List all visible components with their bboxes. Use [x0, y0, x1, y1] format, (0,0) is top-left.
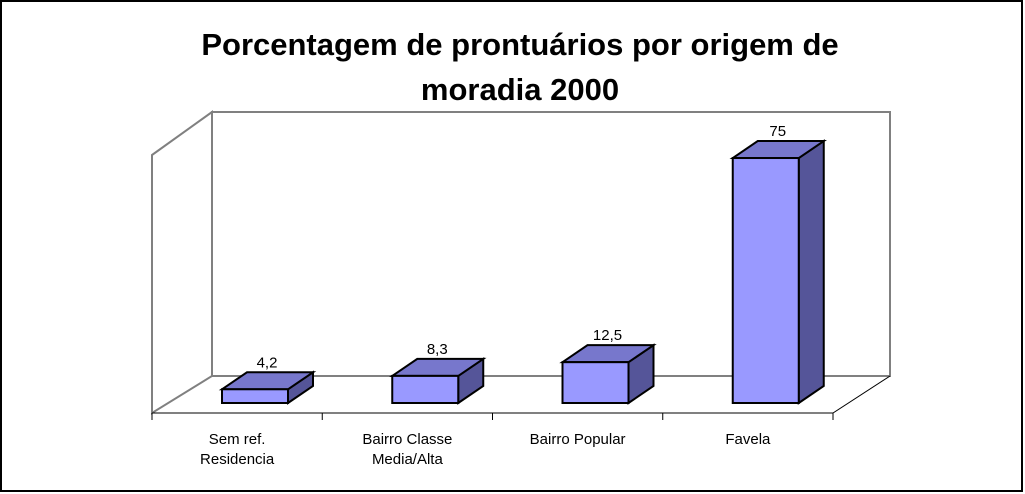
x-tick-label: Favela	[725, 431, 771, 448]
chart-title: Porcentagem de prontuários por origem de…	[201, 27, 839, 107]
bar	[391, 374, 460, 405]
x-tick-label: Sem ref. Residencia	[200, 431, 275, 468]
bar	[731, 157, 800, 404]
bar	[221, 388, 289, 404]
bar	[561, 361, 630, 404]
data-label: 8,3	[427, 341, 448, 358]
data-label: 4,2	[257, 354, 278, 371]
data-label: 12,5	[593, 327, 622, 344]
side-wall	[151, 110, 213, 415]
data-label: 75	[769, 123, 786, 140]
x-tick-label: Bairro Classe Media/Alta	[362, 431, 453, 468]
x-tick-label: Bairro Popular	[529, 431, 626, 448]
bar-side	[797, 139, 825, 405]
